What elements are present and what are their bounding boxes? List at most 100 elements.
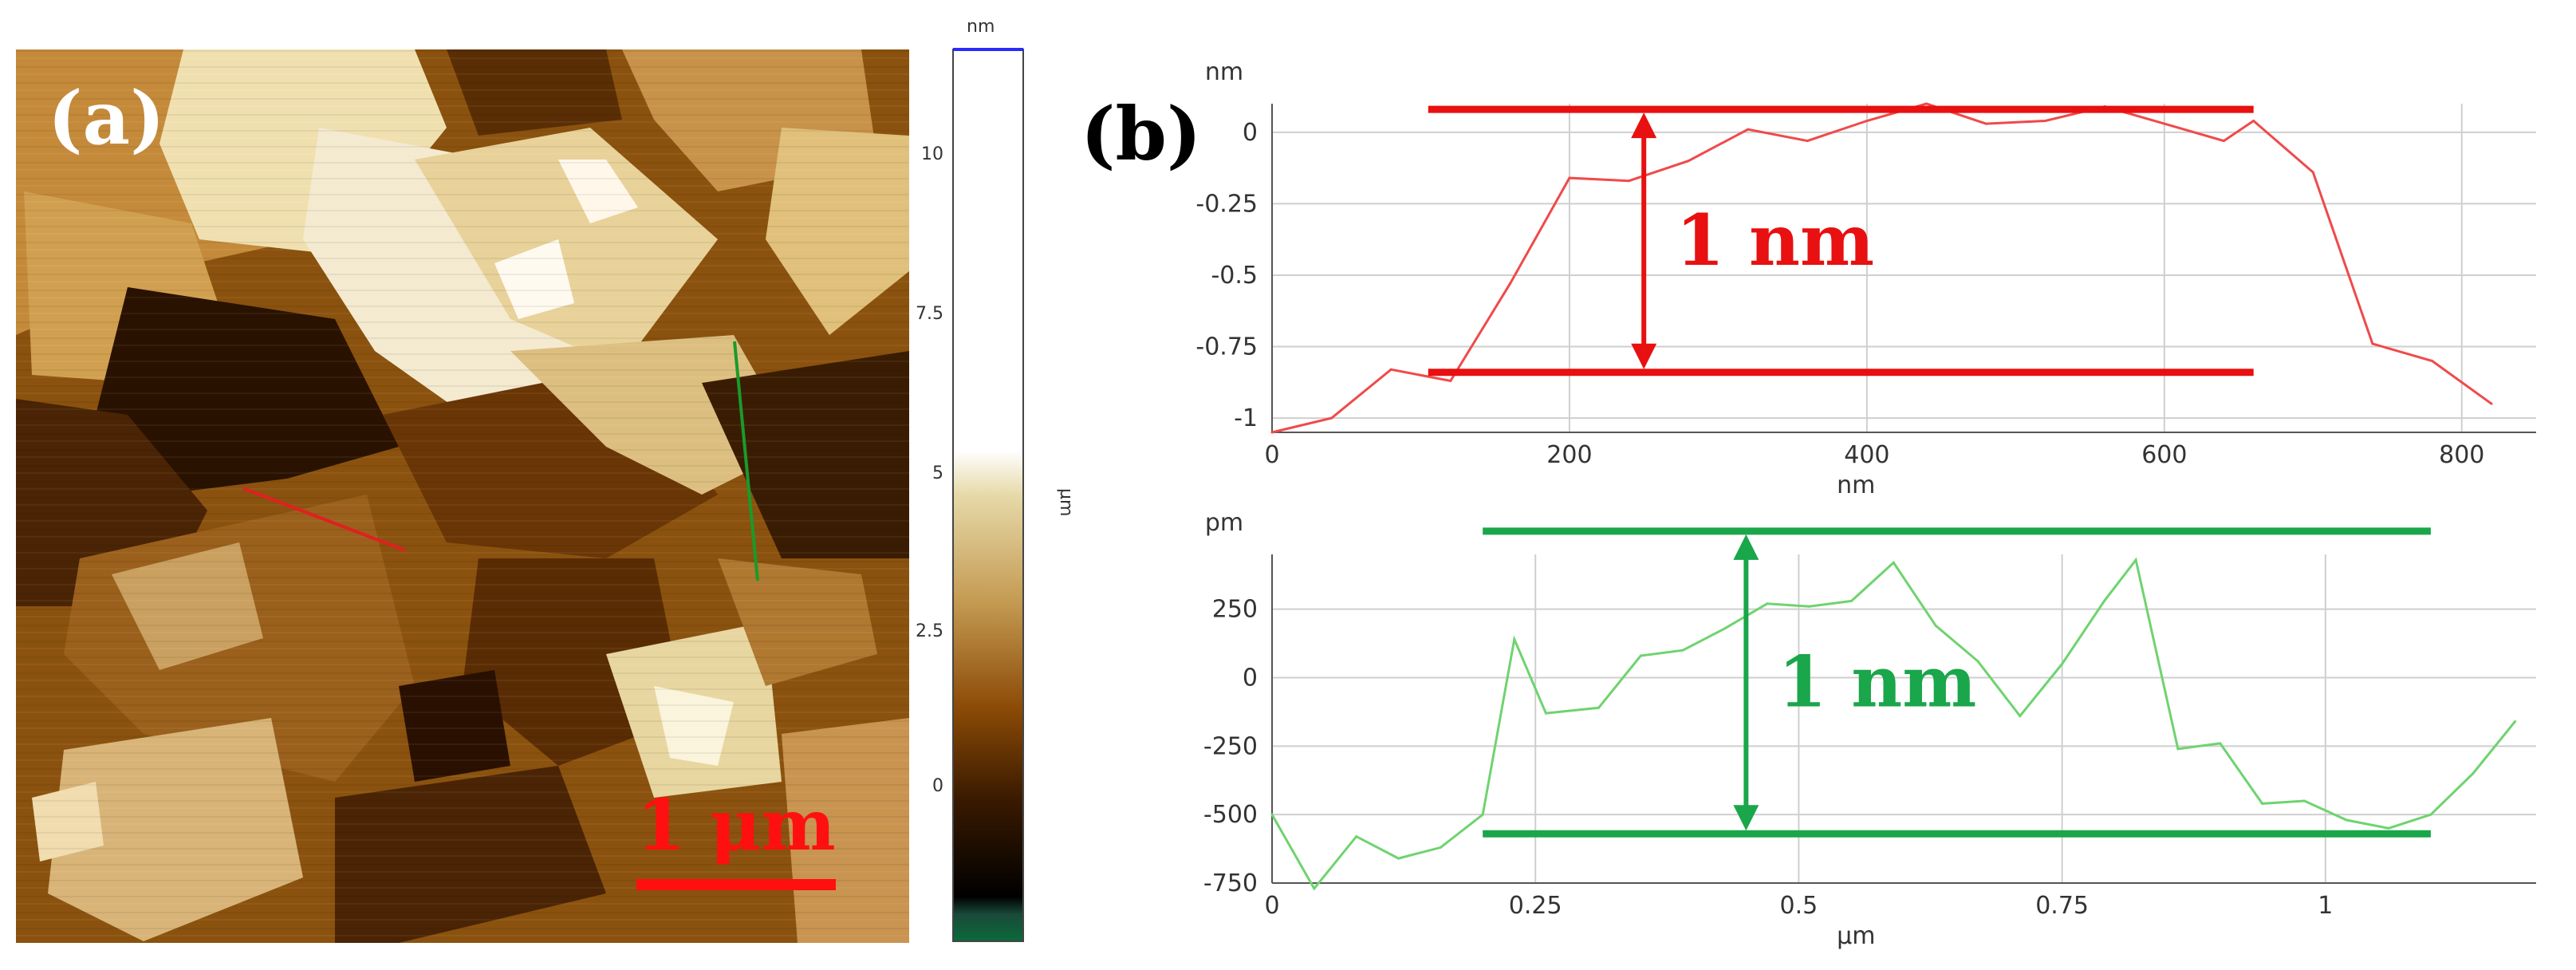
y-axis-label: nm	[1205, 58, 1243, 86]
data-point	[1568, 176, 1571, 179]
x-tick-label: 400	[1844, 441, 1889, 469]
x-axis-label: nm	[1837, 471, 1875, 499]
data-point	[2044, 119, 2047, 122]
colorbar: nm µm 10 7.5 5 2.5 0	[916, 17, 1076, 942]
data-point	[1330, 416, 1333, 420]
x-tick-label: 800	[2439, 441, 2484, 469]
data-point	[2430, 359, 2433, 362]
colorbar-tick-1: 7.5	[916, 304, 943, 324]
data-point	[1806, 140, 1809, 143]
scale-bar	[636, 879, 836, 890]
data-point	[2490, 402, 2493, 405]
data-point	[2311, 171, 2314, 174]
colorbar-unit-top: nm	[967, 17, 995, 37]
profile-chart-red: 0 200 400 600 800 0 -0.25 -0.5 -0.75 -1 nm nm 1 nm	[1195, 58, 2536, 499]
data-point	[1313, 887, 1316, 890]
y-tick-label: -0.75	[1195, 333, 1258, 361]
data-point	[1766, 602, 1769, 605]
annotation-label: 1 nm	[1676, 199, 1874, 282]
green-profile-line	[733, 341, 759, 582]
panel-b-label: (b)	[1081, 91, 1201, 177]
data-point	[1270, 431, 1274, 434]
data-point	[1449, 380, 1452, 383]
data-point	[2387, 826, 2390, 830]
annotation-arrow-head-up	[1631, 112, 1657, 139]
x-tick-label: 600	[2141, 441, 2187, 469]
y-tick-label: -750	[1203, 869, 1258, 897]
colorbar-tick-4: 0	[932, 776, 943, 796]
y-tick-label: -0.25	[1195, 190, 1258, 218]
data-point	[2019, 715, 2022, 718]
data-point	[2252, 119, 2255, 122]
y-tick-label: -1	[1234, 404, 1258, 432]
data-point	[1681, 649, 1684, 652]
y-tick-label: -500	[1203, 801, 1258, 829]
data-point	[2222, 140, 2225, 143]
data-point	[2261, 802, 2264, 805]
data-point	[1747, 128, 1750, 131]
x-tick-label: 0	[1264, 892, 1279, 920]
data-point	[2514, 720, 2517, 723]
colorbar-unit-side: µm	[1056, 488, 1076, 516]
data-point	[1397, 857, 1400, 860]
data-point	[1639, 654, 1642, 657]
data-point	[2219, 742, 2222, 745]
y-tick-label: 250	[1212, 596, 1258, 624]
data-point	[1723, 627, 1727, 630]
afm-image: 1 μm	[16, 49, 909, 943]
x-tick-label: 1	[2318, 892, 2333, 920]
data-point	[2302, 799, 2306, 802]
scale-bar-label: 1 μm	[636, 783, 835, 866]
data-point	[1389, 368, 1392, 371]
data-point	[1544, 712, 1547, 715]
y-tick-label: -0.5	[1211, 262, 1258, 290]
data-point	[1687, 160, 1690, 163]
colorbar-tick-2: 5	[932, 463, 943, 483]
y-tick-label: 0	[1243, 664, 1258, 692]
data-point	[1355, 835, 1358, 838]
x-tick-label: 200	[1546, 441, 1592, 469]
x-tick-label: 0.5	[1780, 892, 1818, 920]
data-point	[1849, 599, 1853, 602]
red-profile-line	[242, 487, 406, 552]
data-point	[1976, 660, 1979, 663]
x-tick-label: 0.25	[1509, 892, 1562, 920]
data-point	[2429, 813, 2432, 816]
y-axis-label: pm	[1205, 509, 1243, 537]
data-point	[2472, 772, 2475, 775]
data-point	[1628, 179, 1631, 183]
data-point	[2163, 122, 2166, 125]
x-tick-label: 0.75	[2035, 892, 2089, 920]
data-point	[1808, 605, 1811, 608]
profile-chart-green: 0 0.25 0.5 0.75 1 250 0 -250 -500 -750 µm pm 1 nm	[1203, 509, 2536, 950]
data-point	[2345, 818, 2348, 822]
data-point	[1481, 813, 1484, 816]
data-point	[2102, 599, 2105, 602]
x-axis-label: µm	[1837, 922, 1875, 950]
data-point	[1439, 846, 1442, 849]
annotation-arrow-head-up	[1733, 534, 1759, 560]
data-point	[2176, 747, 2180, 751]
colorbar-tick-3: 2.5	[916, 621, 943, 641]
annotation-arrow-head-down	[1733, 805, 1759, 831]
series-line	[1271, 102, 2492, 434]
data-point	[1934, 624, 1937, 627]
data-point	[2371, 342, 2374, 345]
annotation-arrow-head-down	[1631, 343, 1657, 369]
panel-a-label: (a)	[48, 75, 165, 161]
colorbar-tick-0: 10	[921, 144, 943, 164]
data-point	[2134, 558, 2137, 562]
data-point	[2061, 662, 2064, 665]
y-tick-label: -250	[1203, 732, 1258, 760]
data-point	[1597, 706, 1600, 709]
data-point	[1270, 813, 1274, 816]
data-point	[1513, 637, 1516, 641]
x-tick-label: 0	[1264, 441, 1279, 469]
data-point	[1508, 282, 1511, 286]
annotation-label: 1 nm	[1778, 641, 1976, 724]
y-tick-label: 0	[1243, 119, 1258, 147]
data-point	[1984, 122, 1987, 125]
data-point	[1865, 119, 1869, 122]
data-point	[1892, 561, 1895, 564]
